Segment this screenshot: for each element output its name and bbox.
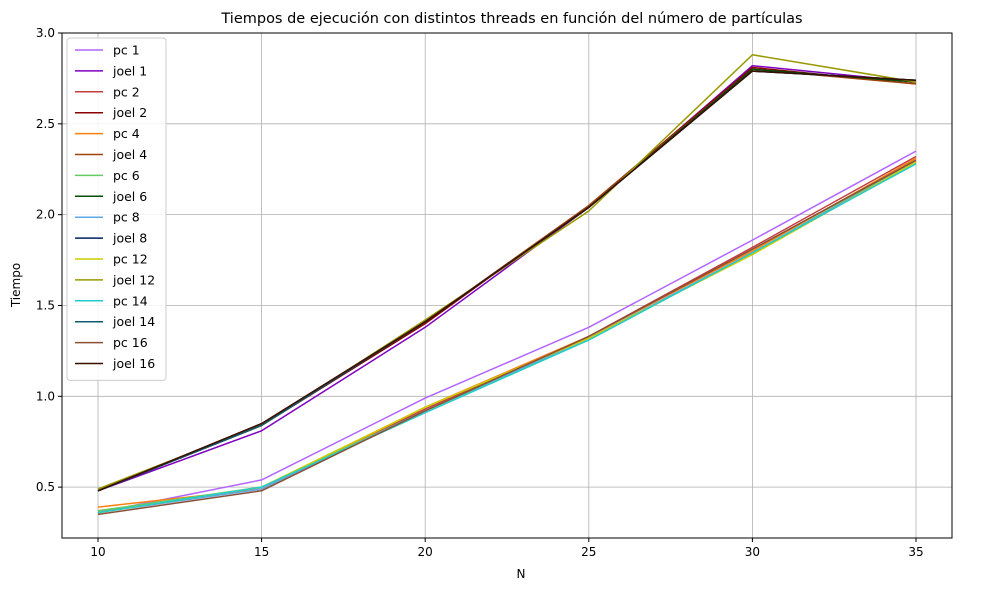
legend-label: pc 1 — [113, 43, 140, 58]
legend-label: pc 4 — [113, 126, 140, 141]
x-tick-label: 35 — [908, 545, 923, 559]
series-line-pc-4 — [97, 157, 917, 508]
legend: pc 1 joel 1 pc 2 joel 2 pc 4 joel 4 pc 6 joel 6… — [66, 37, 167, 381]
legend-label: pc 6 — [113, 168, 140, 183]
legend-label: pc 12 — [113, 252, 148, 267]
series-line-pc-1 — [97, 150, 917, 514]
chart-title: Tiempos de ejecución con distintos threa… — [220, 11, 802, 27]
legend-label: joel 14 — [112, 314, 155, 329]
series-line-joel-12 — [97, 54, 917, 490]
legend-label: joel 2 — [112, 105, 147, 120]
x-axis-ticks: 10 15 20 25 30 35 — [90, 538, 924, 559]
series-line-joel-8 — [97, 70, 917, 492]
legend-label: pc 14 — [113, 293, 148, 308]
series-line-joel-4 — [97, 68, 917, 492]
legend-label: joel 8 — [112, 231, 147, 246]
plot-frame — [61, 32, 953, 539]
series-line-pc-2 — [97, 155, 917, 512]
y-tick-label: 0.5 — [36, 480, 55, 494]
series-line-pc-6 — [97, 159, 917, 512]
y-axis-ticks: 0.5 1.0 1.5 2.0 2.5 3.0 — [36, 26, 62, 494]
series-line-joel-1 — [97, 64, 917, 492]
series-line-joel-6 — [97, 68, 917, 492]
x-tick-label: 25 — [581, 545, 596, 559]
x-tick-label: 15 — [254, 545, 269, 559]
legend-label: pc 8 — [113, 210, 140, 225]
legend-label: joel 4 — [112, 147, 147, 162]
series-line-joel-14 — [97, 70, 917, 492]
legend-label: joel 12 — [112, 272, 155, 287]
y-axis-label: Tiempo — [9, 263, 23, 308]
y-tick-label: 1.0 — [36, 389, 55, 403]
x-tick-label: 30 — [745, 545, 760, 559]
y-tick-label: 2.5 — [36, 117, 55, 131]
x-tick-label: 10 — [90, 545, 105, 559]
series-line-pc-14 — [97, 163, 917, 514]
legend-label: pc 2 — [113, 84, 140, 99]
y-tick-label: 2.0 — [36, 208, 55, 222]
legend-box — [66, 37, 167, 381]
series-line-pc-16 — [97, 159, 917, 516]
x-axis-label: N — [517, 567, 526, 581]
legend-label: joel 1 — [112, 63, 147, 78]
x-tick-label: 20 — [418, 545, 433, 559]
legend-label: pc 16 — [113, 335, 148, 350]
y-tick-label: 3.0 — [36, 26, 55, 40]
series-line-joel-2 — [97, 66, 917, 492]
series-line-joel-16 — [97, 70, 917, 492]
grid — [62, 32, 952, 538]
y-tick-label: 1.5 — [36, 298, 55, 312]
legend-label: joel 6 — [112, 189, 147, 204]
legend-label: joel 16 — [112, 356, 155, 371]
series-layer — [97, 54, 917, 516]
